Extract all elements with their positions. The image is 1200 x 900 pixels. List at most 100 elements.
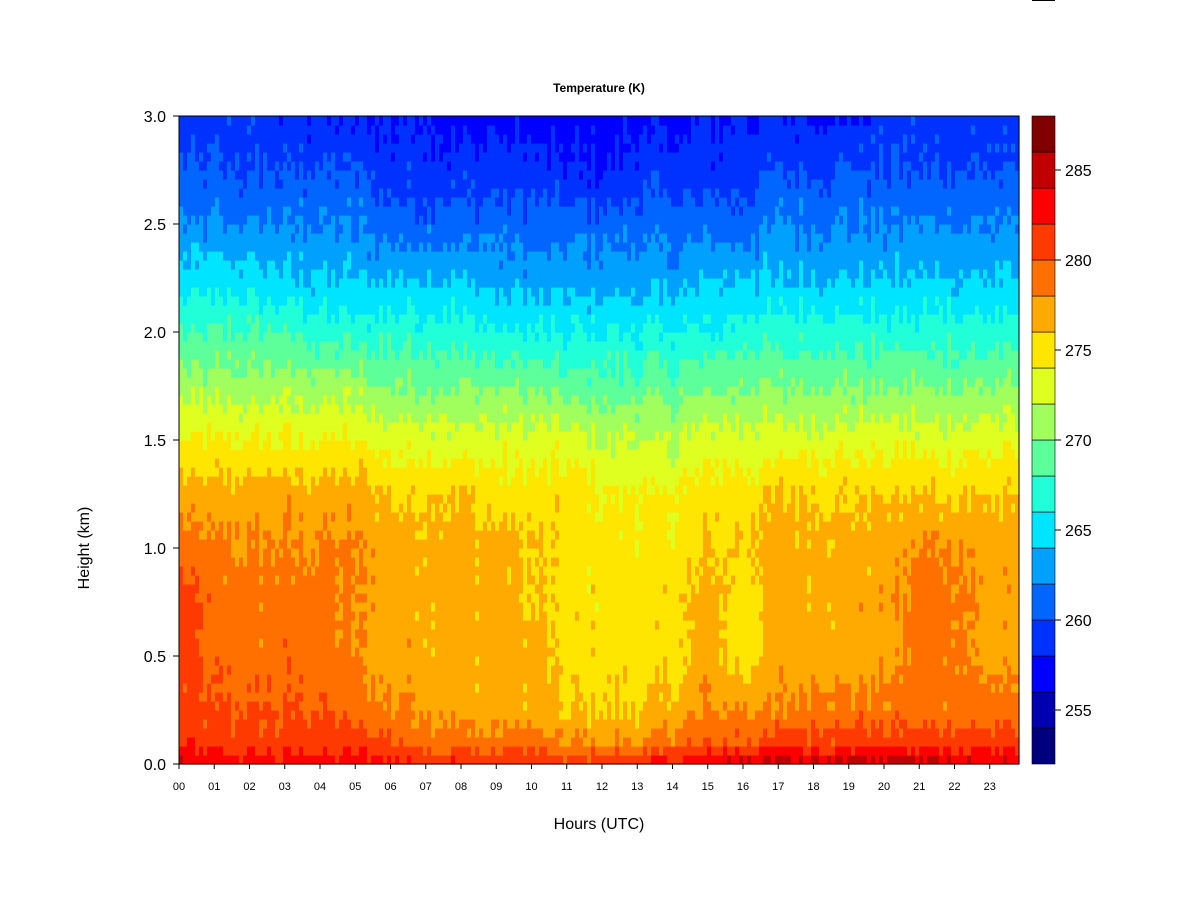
heatmap-cell — [207, 665, 212, 675]
heatmap-cell — [235, 170, 240, 180]
heatmap-cell — [415, 314, 420, 324]
heatmap-cell — [283, 548, 288, 558]
heatmap-cell — [183, 692, 188, 702]
heatmap-cell — [179, 287, 184, 297]
heatmap-cell — [207, 647, 212, 657]
heatmap-cell — [367, 170, 372, 180]
heatmap-cell — [299, 476, 304, 486]
heatmap-cell — [339, 485, 344, 495]
heatmap-cell — [255, 377, 260, 387]
heatmap-cell — [263, 431, 268, 441]
heatmap-cell — [395, 233, 400, 243]
heatmap-cell — [223, 683, 228, 693]
heatmap-cell — [247, 521, 252, 531]
heatmap-cell — [191, 350, 196, 360]
heatmap-cell — [227, 566, 232, 576]
heatmap-cell — [419, 611, 424, 621]
heatmap-cell — [327, 368, 332, 378]
heatmap-cell — [247, 422, 252, 432]
heatmap-cell — [199, 197, 204, 207]
heatmap-cell — [447, 548, 452, 558]
heatmap-cell — [319, 701, 324, 711]
heatmap-cell — [451, 116, 456, 126]
heatmap-cell — [347, 224, 352, 234]
heatmap-cell — [307, 755, 312, 765]
heatmap-cell — [323, 170, 328, 180]
heatmap-cell — [403, 125, 408, 135]
heatmap-cell — [399, 161, 404, 171]
heatmap-cell — [279, 584, 284, 594]
heatmap-cell — [383, 359, 388, 369]
heatmap-cell — [403, 377, 408, 387]
heatmap-cell — [327, 386, 332, 396]
heatmap-cell — [343, 278, 348, 288]
heatmap-cell — [307, 728, 312, 738]
heatmap-cell — [327, 341, 332, 351]
heatmap-cell — [327, 512, 332, 522]
heatmap-cell — [451, 197, 456, 207]
heatmap-cell — [367, 395, 372, 405]
heatmap-cell — [211, 548, 216, 558]
heatmap-cell — [327, 314, 332, 324]
heatmap-cell — [411, 251, 416, 261]
heatmap-cell — [391, 629, 396, 639]
heatmap-cell — [351, 350, 356, 360]
heatmap-cell — [207, 476, 212, 486]
heatmap-cell — [439, 314, 444, 324]
heatmap-cell — [359, 269, 364, 279]
heatmap-cell — [239, 611, 244, 621]
heatmap-cell — [279, 404, 284, 414]
heatmap-cell — [215, 620, 220, 630]
heatmap-cell — [291, 179, 296, 189]
heatmap-cell — [223, 422, 228, 432]
heatmap-cell — [335, 251, 340, 261]
heatmap-cell — [179, 638, 184, 648]
heatmap-cell — [367, 629, 372, 639]
heatmap-cell — [435, 368, 440, 378]
heatmap-cell — [363, 233, 368, 243]
heatmap-cell — [203, 287, 208, 297]
heatmap-cell — [239, 656, 244, 666]
heatmap-cell — [299, 143, 304, 153]
heatmap-cell — [239, 485, 244, 495]
heatmap-cell — [195, 395, 200, 405]
heatmap-cell — [443, 476, 448, 486]
heatmap-cell — [195, 251, 200, 261]
heatmap-cell — [259, 719, 264, 729]
heatmap-cell — [431, 674, 436, 684]
heatmap-cell — [395, 278, 400, 288]
heatmap-cell — [291, 431, 296, 441]
heatmap-cell — [315, 188, 320, 198]
heatmap-cell — [311, 287, 316, 297]
heatmap-cell — [403, 413, 408, 423]
heatmap-cell — [187, 323, 192, 333]
heatmap-cell — [339, 125, 344, 135]
heatmap-cell — [183, 413, 188, 423]
heatmap-cell — [363, 269, 368, 279]
heatmap-cell — [215, 566, 220, 576]
heatmap-cell — [311, 116, 316, 126]
heatmap-cell — [343, 395, 348, 405]
heatmap-cell — [319, 494, 324, 504]
heatmap-cell — [267, 458, 272, 468]
heatmap-cell — [263, 620, 268, 630]
heatmap-cell — [323, 386, 328, 396]
heatmap-cell — [287, 467, 292, 477]
heatmap-cell — [435, 323, 440, 333]
heatmap-cell — [331, 395, 336, 405]
heatmap-cell — [371, 404, 376, 414]
heatmap-cell — [275, 701, 280, 711]
heatmap-cell — [359, 503, 364, 513]
heatmap-cell — [259, 629, 264, 639]
heatmap-cell — [387, 233, 392, 243]
heatmap-cell — [343, 566, 348, 576]
heatmap-cell — [351, 719, 356, 729]
heatmap-cell — [431, 206, 436, 216]
heatmap-cell — [227, 746, 232, 756]
heatmap-cell — [243, 395, 248, 405]
heatmap-cell — [275, 179, 280, 189]
heatmap-cell — [243, 665, 248, 675]
heatmap-cell — [335, 629, 340, 639]
heatmap-cell — [443, 296, 448, 306]
heatmap-cell — [211, 566, 216, 576]
